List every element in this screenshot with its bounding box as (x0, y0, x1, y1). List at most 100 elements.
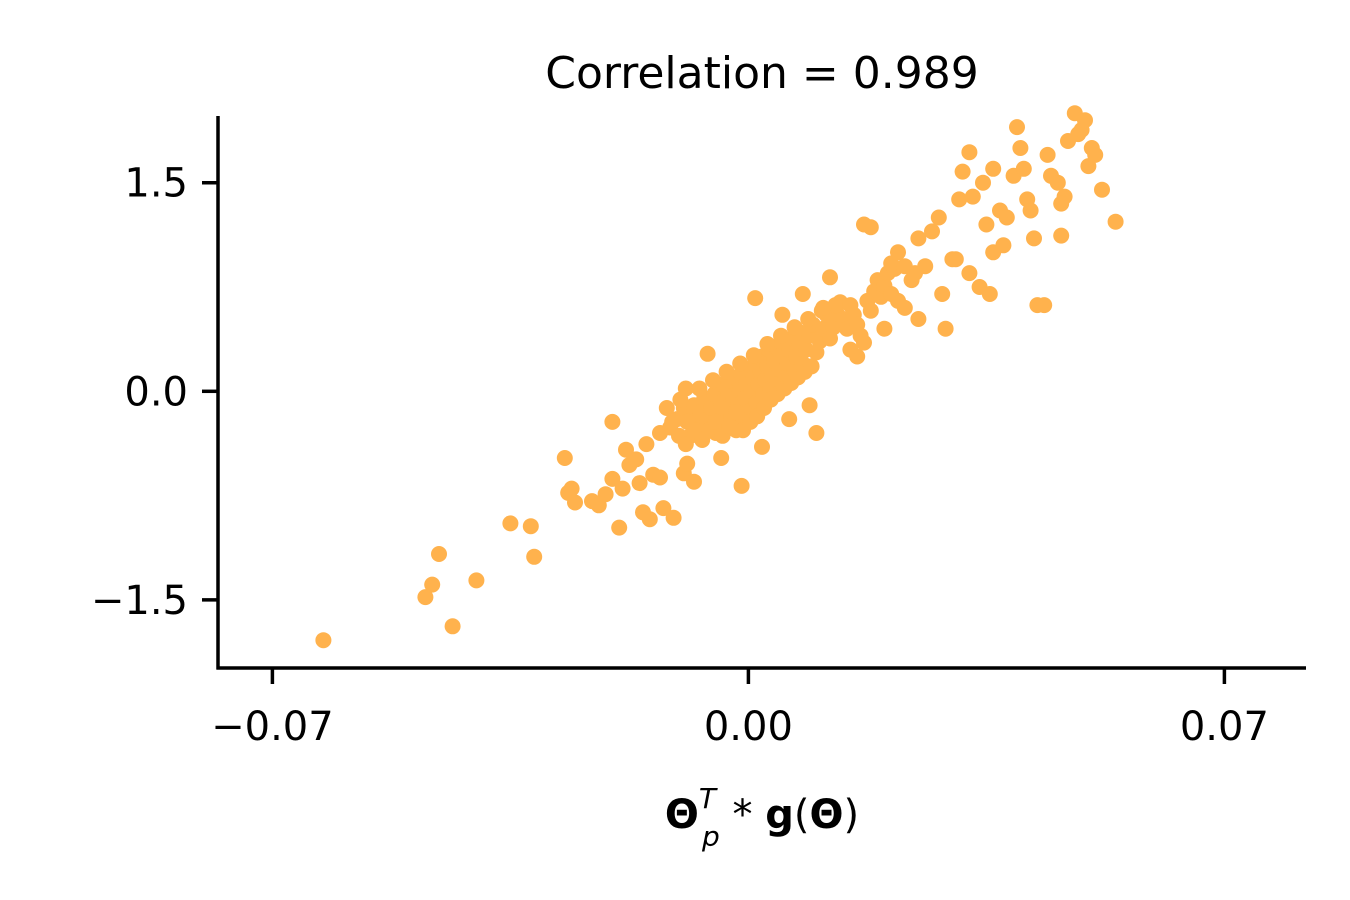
data-point-227 (876, 320, 893, 337)
data-point-32 (713, 450, 730, 466)
data-point-8 (526, 548, 543, 565)
data-point-220 (978, 216, 995, 233)
data-point-229 (907, 265, 923, 282)
data-point-176 (808, 425, 825, 441)
data-point-24 (641, 511, 658, 528)
data-point-115 (707, 413, 724, 430)
data-point-2 (444, 618, 461, 635)
data-point-221 (985, 160, 1002, 177)
data-point-186 (961, 265, 978, 282)
x-axis-label-func: g (765, 792, 794, 838)
data-point-9 (556, 450, 573, 466)
data-point-36 (604, 413, 621, 430)
data-point-187 (964, 188, 981, 205)
x-tick-label-1: 0.00 (704, 704, 793, 750)
data-point-178 (794, 286, 811, 302)
x-axis-label: ΘT p * g(Θ) (665, 782, 859, 853)
x-axis-label-theta-2: Θ (809, 792, 843, 838)
data-point-219 (961, 144, 978, 161)
data-point-155 (862, 302, 879, 319)
x-axis-label-close: ) (844, 792, 860, 838)
data-point-38 (638, 436, 655, 453)
data-point-223 (930, 209, 947, 226)
data-point-21 (631, 475, 648, 492)
data-point-217 (1094, 181, 1110, 198)
data-point-206 (1049, 174, 1066, 191)
data-point-140 (800, 311, 817, 327)
points-layer (315, 105, 1124, 649)
data-point-20 (628, 451, 645, 468)
data-point-144 (664, 413, 681, 430)
data-point-18 (614, 480, 631, 497)
y-tick-label-0: 1.5 (124, 161, 188, 207)
data-point-172 (815, 299, 832, 316)
data-point-198 (1015, 160, 1032, 177)
data-point-29 (679, 455, 696, 472)
data-point-171 (822, 269, 838, 286)
data-point-226 (883, 255, 900, 272)
data-point-138 (773, 327, 789, 344)
data-point-190 (981, 286, 998, 302)
data-point-166 (910, 311, 927, 327)
data-point-189 (975, 174, 991, 191)
data-point-213 (1077, 112, 1093, 129)
data-point-201 (1026, 230, 1042, 247)
data-point-26 (655, 500, 672, 517)
data-point-204 (1039, 146, 1056, 163)
data-point-175 (801, 397, 818, 414)
data-point-34 (754, 438, 770, 455)
data-point-153 (856, 334, 872, 351)
x-axis-label-sub: p (701, 820, 720, 853)
data-point-174 (849, 348, 866, 365)
data-point-131 (677, 380, 694, 397)
data-point-218 (1107, 213, 1124, 230)
data-point-142 (827, 297, 844, 314)
data-point-133 (705, 372, 721, 389)
data-point-203 (1036, 297, 1053, 314)
data-point-12 (567, 494, 583, 511)
data-point-181 (937, 320, 954, 337)
data-point-5 (424, 576, 441, 593)
data-point-168 (924, 223, 940, 240)
data-point-37 (618, 441, 634, 458)
x-axis-label-theta: Θ (665, 792, 699, 838)
data-point-16 (604, 470, 621, 487)
x-axis-label-sup: T (699, 782, 718, 815)
data-point-4 (468, 572, 485, 589)
data-point-185 (954, 163, 971, 180)
x-axis-label-open: ( (794, 792, 810, 838)
data-point-135 (732, 355, 749, 372)
data-point-30 (686, 473, 702, 490)
ticks-layer: −0.07 0.00 0.07 1.5 0.0 −1.5 (91, 161, 1269, 750)
data-point-134 (718, 363, 735, 380)
data-point-117 (721, 418, 738, 435)
data-point-216 (1087, 146, 1104, 163)
data-point-33 (733, 477, 750, 494)
data-point-222 (1053, 195, 1070, 212)
data-point-146 (677, 436, 694, 453)
data-point-164 (896, 299, 913, 316)
y-tick-label-2: −1.5 (91, 578, 188, 624)
data-point-196 (1009, 119, 1025, 136)
data-point-177 (781, 411, 798, 428)
y-tick-label-1: 0.0 (124, 369, 188, 415)
data-point-137 (759, 336, 776, 352)
data-point-184 (951, 191, 968, 208)
chart-title: Correlation = 0.989 (545, 48, 978, 99)
x-tick-label-0: −0.07 (211, 704, 334, 750)
data-point-0 (315, 632, 332, 649)
data-point-6 (502, 515, 519, 532)
data-point-197 (1012, 140, 1029, 156)
data-point-200 (1022, 202, 1039, 219)
data-point-132 (691, 380, 708, 397)
data-point-224 (910, 230, 927, 247)
data-point-136 (745, 347, 762, 364)
data-point-11 (563, 480, 580, 497)
data-point-139 (786, 319, 803, 336)
data-point-180 (934, 286, 951, 302)
data-point-1 (417, 589, 434, 606)
data-point-143 (658, 400, 675, 416)
data-point-129 (803, 358, 820, 375)
data-point-207 (1053, 227, 1070, 244)
